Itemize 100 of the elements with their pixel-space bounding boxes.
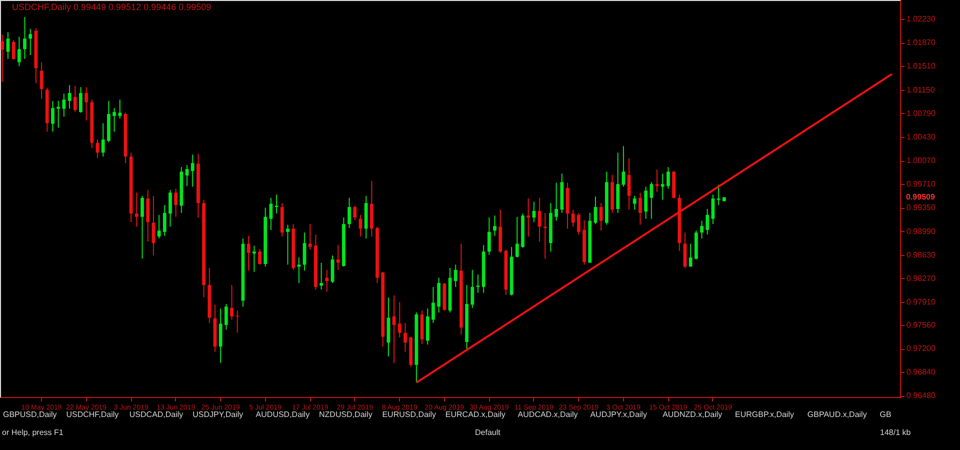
candlestick — [6, 32, 10, 60]
candlestick — [146, 189, 150, 242]
candlestick — [23, 16, 26, 60]
candlestick — [286, 224, 290, 266]
candlestick — [716, 184, 720, 206]
y-tick-label: 1.02230 — [906, 14, 936, 24]
candlestick — [576, 212, 580, 236]
y-tick-label: 0.96480 — [906, 391, 936, 400]
candlestick — [660, 173, 664, 200]
chart-title: USDCHF,Daily 0.99449 0.99512 0.99446 0.99509 — [12, 2, 212, 12]
candlestick — [51, 100, 54, 132]
text: Default — [475, 428, 502, 437]
y-tick-label: 0.98990 — [906, 226, 936, 236]
candlestick — [157, 214, 161, 239]
text: EURUSD,Daily — [382, 410, 436, 419]
candlestick — [454, 264, 458, 288]
text: AUDJPY.x,Daily — [590, 410, 647, 419]
candlestick — [79, 86, 82, 114]
text: 0.99509 — [906, 192, 936, 202]
text: EURGBP.x,Daily — [735, 410, 794, 419]
candlestick — [700, 220, 704, 239]
candlestick — [404, 322, 407, 352]
candlestick — [336, 244, 340, 270]
candlestick — [325, 269, 329, 292]
candlestick — [515, 216, 519, 258]
y-tick-label: 0.99710 — [906, 180, 936, 189]
y-tick-label: 0.97560 — [906, 320, 936, 330]
y-tick-label: 1.01510 — [906, 62, 936, 71]
text: USDJPY,Daily — [192, 410, 244, 419]
candlestick — [174, 188, 178, 218]
candlestick — [348, 197, 351, 228]
candlestick — [526, 198, 530, 237]
candlestick — [666, 166, 670, 190]
candlestick — [252, 245, 256, 272]
candlestick — [134, 192, 138, 228]
candlestick — [168, 189, 172, 228]
candlestick — [274, 194, 278, 214]
candlestick — [650, 182, 654, 220]
candlestick — [12, 39, 16, 60]
candlestick — [320, 262, 324, 290]
candlestick — [224, 303, 228, 330]
candlestick — [632, 195, 636, 210]
candlestick — [493, 215, 496, 236]
candlestick — [112, 108, 116, 132]
candlestick — [644, 186, 648, 220]
candlestick — [62, 93, 66, 118]
text: AUDCAD.x,Daily — [518, 410, 578, 419]
y-tick-label: 1.00430 — [906, 132, 936, 142]
candlestick — [688, 243, 692, 268]
text: 148/1 kb — [880, 428, 912, 437]
text: AUDNZD.x,Daily — [662, 410, 722, 419]
text: GBPAUD.x,Daily — [807, 410, 867, 419]
text: EURCAD.x,Daily — [445, 410, 506, 419]
candlestick — [269, 197, 273, 230]
candlestick — [218, 308, 222, 364]
candlestick — [398, 302, 402, 338]
candlestick — [68, 84, 72, 110]
candlestick — [297, 256, 301, 284]
candlestick — [140, 195, 144, 260]
candlestick — [476, 274, 480, 294]
candlestick — [706, 208, 710, 236]
y-tick-label: 1.01870 — [906, 38, 936, 48]
candlestick — [487, 217, 491, 256]
candlestick — [190, 154, 194, 188]
y-tick-label: 1.00790 — [906, 108, 936, 118]
y-tick-label: 0.98630 — [906, 250, 936, 260]
candlestick — [246, 235, 250, 272]
candlestick — [554, 182, 558, 222]
candlestick — [230, 284, 234, 320]
y-tick-label: 1.01150 — [906, 85, 936, 94]
candlestick — [73, 85, 77, 113]
candlestick — [532, 201, 536, 223]
y-tick-label: 0.99350 — [906, 203, 936, 212]
candlestick — [308, 224, 312, 250]
text: USDCAD,Daily — [129, 410, 184, 419]
candlestick — [543, 212, 547, 260]
candlestick — [0, 34, 4, 82]
candlestick — [571, 209, 575, 228]
text: or Help, press F1 — [2, 428, 64, 437]
y-tick-label: 0.97200 — [906, 344, 936, 354]
candlestick — [28, 28, 32, 56]
y-tick-label: 0.98270 — [906, 274, 936, 283]
text: GB — [880, 410, 892, 419]
candlestick — [638, 192, 642, 226]
text: GBPUSD,Daily — [3, 410, 57, 419]
y-tick-label: 1.00070 — [906, 156, 936, 166]
candlestick — [118, 99, 122, 120]
candlestick — [84, 86, 88, 122]
candlestick — [437, 277, 441, 313]
y-tick-label: 0.97910 — [906, 298, 936, 307]
candlestick — [353, 205, 357, 221]
candlestick — [599, 202, 603, 232]
text: NZDUSD,Daily — [319, 410, 372, 419]
candlestick — [101, 122, 105, 158]
candlestick — [470, 269, 474, 308]
text: AUDUSD,Daily — [256, 410, 310, 419]
text: USDCHF,Daily — [66, 410, 119, 419]
candlestick — [162, 204, 166, 236]
candlestick — [432, 286, 435, 324]
candlestick — [17, 36, 21, 67]
